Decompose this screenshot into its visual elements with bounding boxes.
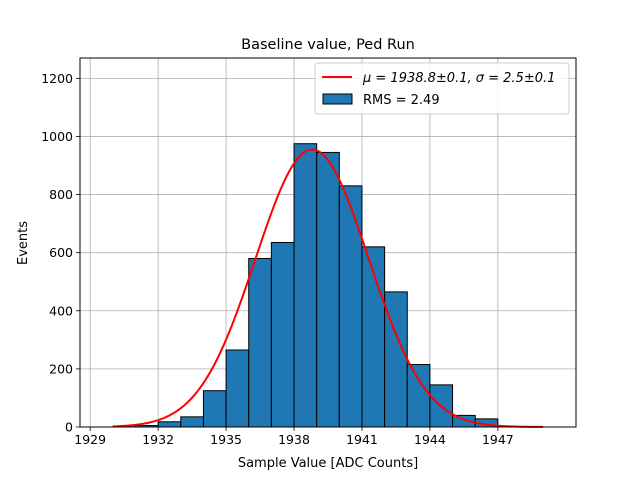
x-tick-label: 1947	[482, 432, 514, 447]
histogram-bars	[112, 143, 499, 428]
histogram-bar	[293, 143, 318, 428]
x-tick-label: 1941	[346, 432, 378, 447]
histogram-bar	[248, 257, 272, 428]
x-axis-label: Sample Value [ADC Counts]	[238, 456, 418, 471]
x-axis-ticks: 1929 1932 1935 1938 1941 1944 1947	[74, 427, 514, 447]
y-tick-label: 400	[49, 303, 73, 318]
x-tick-label: 1932	[142, 432, 174, 447]
y-axis-ticks: 0 200 400 600 800 1000 1200	[41, 71, 80, 435]
gaussian-fit-curve	[112, 148, 544, 428]
y-tick-label: 800	[49, 187, 73, 202]
x-tick-label: 1929	[74, 432, 106, 447]
y-tick-label: 1000	[41, 129, 73, 144]
legend-histogram-label: RMS = 2.49	[363, 93, 440, 108]
legend: μ = 1938.8±0.1, σ = 2.5±0.1 RMS = 2.49	[314, 62, 570, 115]
plot-frame	[79, 57, 577, 428]
chart-title: Baseline value, Ped Run	[241, 37, 415, 53]
histogram-bar	[157, 421, 182, 428]
x-tick-label: 1944	[414, 432, 446, 447]
histogram-bar	[225, 349, 250, 428]
y-tick-label: 0	[65, 420, 73, 435]
legend-histogram-swatch	[322, 93, 353, 105]
histogram-bar	[202, 390, 227, 428]
histogram-bar	[406, 364, 431, 428]
histogram-bar	[270, 242, 295, 428]
histogram-bar	[316, 151, 340, 428]
legend-fit-label: μ = 1938.8±0.1, σ = 2.5±0.1	[362, 71, 555, 86]
x-tick-label: 1935	[210, 432, 242, 447]
histogram-bar	[338, 185, 363, 428]
y-axis-label: Events	[16, 221, 31, 265]
y-tick-label: 1200	[41, 71, 73, 86]
y-tick-label: 200	[49, 361, 73, 376]
histogram-bar	[180, 416, 204, 428]
legend-box	[314, 62, 570, 115]
x-tick-label: 1938	[278, 432, 310, 447]
y-tick-label: 600	[49, 245, 73, 260]
